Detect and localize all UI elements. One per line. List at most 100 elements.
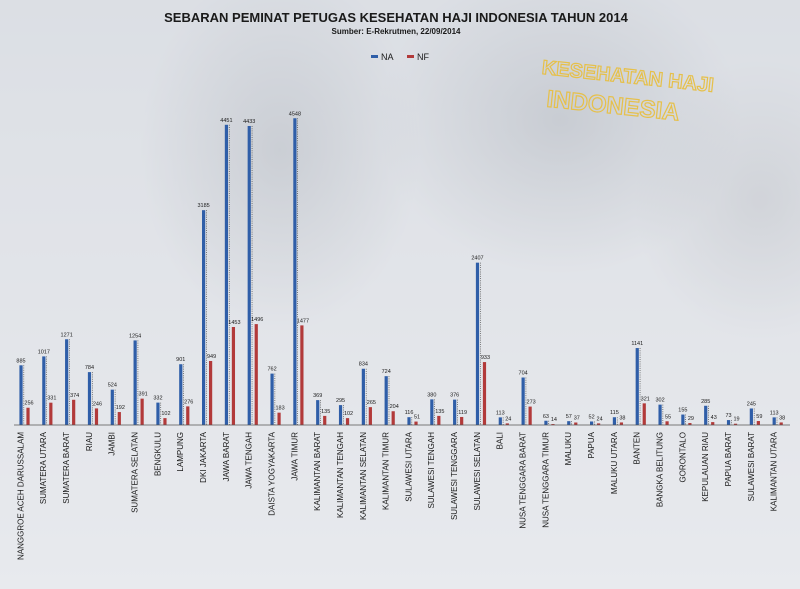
category-label-2: SUMATERA BARAT bbox=[62, 432, 71, 504]
bar-nf-12 bbox=[300, 325, 304, 425]
watermark: KESEHATAN HAJI INDONESIA bbox=[540, 56, 715, 127]
label-nf-4: 192 bbox=[116, 405, 125, 411]
bar-nf-0 bbox=[26, 407, 30, 425]
bar-na-3 bbox=[87, 372, 92, 425]
category-label-6: BENGKULU bbox=[153, 432, 162, 476]
bar-nf-15 bbox=[368, 407, 372, 425]
bar-na-15 bbox=[361, 368, 365, 425]
label-na-14: 295 bbox=[336, 398, 345, 404]
category-label-7: LAMPUNG bbox=[176, 432, 185, 472]
label-nf-18: 135 bbox=[435, 409, 444, 415]
bar-nf-7 bbox=[186, 406, 190, 425]
legend-swatch-nf bbox=[407, 55, 414, 58]
label-nf-23: 14 bbox=[551, 417, 557, 423]
category-label-33: KALIMANTAN UTARA bbox=[770, 431, 779, 511]
label-na-5: 1254 bbox=[129, 333, 141, 339]
category-label-19: SULAWESI TENGGARA bbox=[450, 431, 459, 520]
label-na-21: 113 bbox=[496, 410, 505, 416]
bar-nf-4 bbox=[117, 412, 121, 425]
bar-na-12 bbox=[293, 118, 297, 425]
category-label-24: MALUKU bbox=[564, 432, 573, 466]
bar-nf-8 bbox=[209, 360, 213, 425]
legend-label-na: NA bbox=[381, 52, 394, 62]
label-na-0: 885 bbox=[16, 358, 25, 364]
category-label-26: MALUKU UTARA bbox=[610, 431, 619, 494]
bar-nf-22 bbox=[528, 406, 532, 425]
label-nf-29: 29 bbox=[688, 416, 694, 422]
bar-nf-10 bbox=[254, 324, 258, 425]
bar-nf-31 bbox=[733, 423, 738, 425]
bar-nf-20 bbox=[482, 362, 487, 425]
bar-nf-17 bbox=[414, 421, 418, 425]
bar-nf-32 bbox=[756, 421, 760, 425]
legend-swatch-na bbox=[371, 55, 378, 58]
label-nf-17: 51 bbox=[414, 415, 420, 421]
category-label-5: SUMATERA SELATAN bbox=[131, 432, 140, 513]
category-label-30: KEPULAUAN RIAU bbox=[701, 432, 710, 502]
legend: NA NF bbox=[371, 52, 429, 62]
bar-nf-5 bbox=[140, 398, 144, 425]
label-na-13: 369 bbox=[313, 393, 322, 399]
label-na-7: 901 bbox=[176, 357, 185, 363]
label-na-12: 4548 bbox=[289, 111, 301, 117]
label-na-3: 784 bbox=[85, 365, 94, 371]
bar-na-8 bbox=[202, 210, 206, 425]
label-na-2: 1271 bbox=[61, 332, 73, 338]
label-nf-1: 331 bbox=[47, 396, 56, 402]
bar-na-18 bbox=[430, 399, 434, 425]
bar-na-10 bbox=[247, 126, 251, 425]
label-nf-14: 102 bbox=[344, 411, 353, 417]
bar-nf-3 bbox=[94, 408, 99, 425]
label-nf-13: 135 bbox=[321, 409, 330, 415]
bar-na-13 bbox=[316, 400, 320, 425]
category-label-23: NUSA TENGGARA TIMUR bbox=[541, 432, 550, 528]
label-nf-31: 19 bbox=[733, 417, 739, 423]
label-na-15: 834 bbox=[359, 362, 368, 368]
bar-na-26 bbox=[612, 417, 617, 425]
label-na-11: 762 bbox=[267, 367, 276, 373]
label-nf-22: 273 bbox=[527, 400, 536, 406]
category-label-20: SULAWESI SELATAN bbox=[473, 432, 482, 511]
category-label-15: KALIMANTAN SELATAN bbox=[359, 432, 368, 520]
label-nf-21: 24 bbox=[505, 416, 511, 422]
bar-nf-18 bbox=[437, 415, 441, 425]
category-label-9: JAWA BARAT bbox=[222, 432, 231, 482]
bar-na-7 bbox=[179, 364, 183, 425]
label-nf-32: 59 bbox=[756, 414, 762, 420]
category-label-8: DKI JAKARTA bbox=[199, 431, 208, 482]
bar-na-6 bbox=[156, 402, 160, 425]
label-nf-0: 256 bbox=[24, 401, 33, 407]
category-label-13: KALIMANTAN BARAT bbox=[313, 432, 322, 511]
bar-na-22 bbox=[521, 377, 525, 425]
bar-nf-16 bbox=[391, 411, 395, 425]
category-label-28: BANGKA BELITUNG bbox=[655, 432, 664, 507]
label-nf-24: 37 bbox=[574, 416, 580, 422]
label-na-23: 63 bbox=[543, 414, 549, 420]
bar-na-17 bbox=[407, 417, 411, 425]
label-nf-20: 933 bbox=[481, 355, 490, 361]
label-nf-15: 265 bbox=[367, 400, 376, 406]
bar-nf-30 bbox=[711, 422, 715, 425]
label-nf-33: 38 bbox=[779, 415, 785, 421]
plot-area: 885 256 1017 331 1271 374 784 246 524 192 1254 391 3… bbox=[16, 111, 785, 426]
bar-nf-14 bbox=[345, 418, 350, 425]
chart-subtitle: Sumber: E-Rekrutmen, 22/09/2014 bbox=[332, 27, 461, 36]
category-label-25: PAPUA bbox=[587, 431, 596, 458]
bar-nf-29 bbox=[688, 423, 692, 425]
bar-na-27 bbox=[635, 348, 639, 425]
bar-nf-33 bbox=[779, 422, 783, 425]
category-label-16: KALIMANTAN TIMUR bbox=[382, 432, 391, 510]
bar-na-30 bbox=[704, 405, 708, 425]
label-nf-16: 204 bbox=[390, 404, 399, 410]
label-na-19: 376 bbox=[450, 393, 459, 399]
bar-nf-11 bbox=[277, 412, 281, 425]
label-nf-5: 391 bbox=[139, 392, 148, 398]
label-nf-30: 43 bbox=[711, 415, 717, 421]
bar-na-16 bbox=[384, 376, 388, 425]
label-na-16: 724 bbox=[382, 369, 391, 375]
bar-na-28 bbox=[658, 404, 662, 425]
bar-na-0 bbox=[19, 365, 23, 425]
category-label-12: JAWA TIMUR bbox=[290, 432, 299, 481]
